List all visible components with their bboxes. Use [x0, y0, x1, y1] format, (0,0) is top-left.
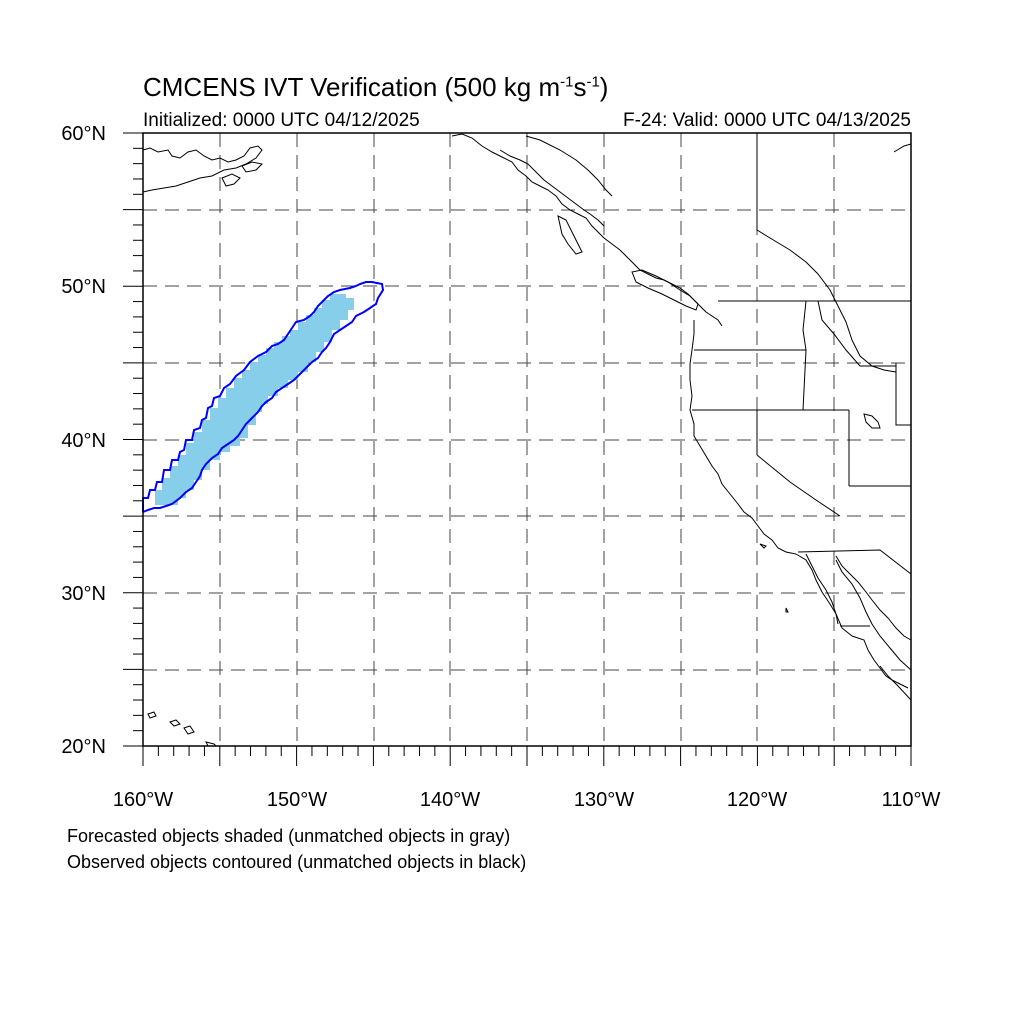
x-tick-label: 110°W	[882, 789, 941, 811]
x-tick-label: 160°W	[113, 789, 173, 811]
y-tick-label: 30°N	[61, 583, 106, 605]
y-axis-labels: 20°N 30°N 40°N 50°N 60°N	[61, 123, 106, 758]
forecast-note: Forecasted objects shaded (unmatched obj…	[67, 826, 511, 846]
valid-time: F-24: Valid: 0000 UTC 04/13/2025	[623, 110, 911, 131]
y-tick-label: 60°N	[61, 123, 106, 145]
x-axis-labels: 160°W 150°W 140°W 130°W 120°W 110°W	[113, 789, 941, 811]
borders	[692, 133, 912, 627]
observed-contour	[142, 281, 385, 513]
grid-lines	[143, 133, 911, 746]
x-tick-label: 140°W	[420, 789, 480, 811]
map-title: CMCENS IVT Verification (500 kg m-1s-1)	[143, 72, 609, 102]
y-tick-label: 40°N	[61, 430, 106, 452]
initialized-time: Initialized: 0000 UTC 04/12/2025	[143, 110, 420, 131]
y-tick-label: 20°N	[61, 736, 106, 758]
forecast-object	[155, 294, 354, 505]
tick-marks	[123, 132, 912, 766]
x-tick-label: 130°W	[574, 789, 634, 811]
y-tick-label: 50°N	[61, 276, 106, 298]
x-tick-label: 120°W	[727, 789, 787, 811]
x-tick-label: 150°W	[267, 789, 327, 811]
observed-note: Observed objects contoured (unmatched ob…	[67, 852, 527, 872]
